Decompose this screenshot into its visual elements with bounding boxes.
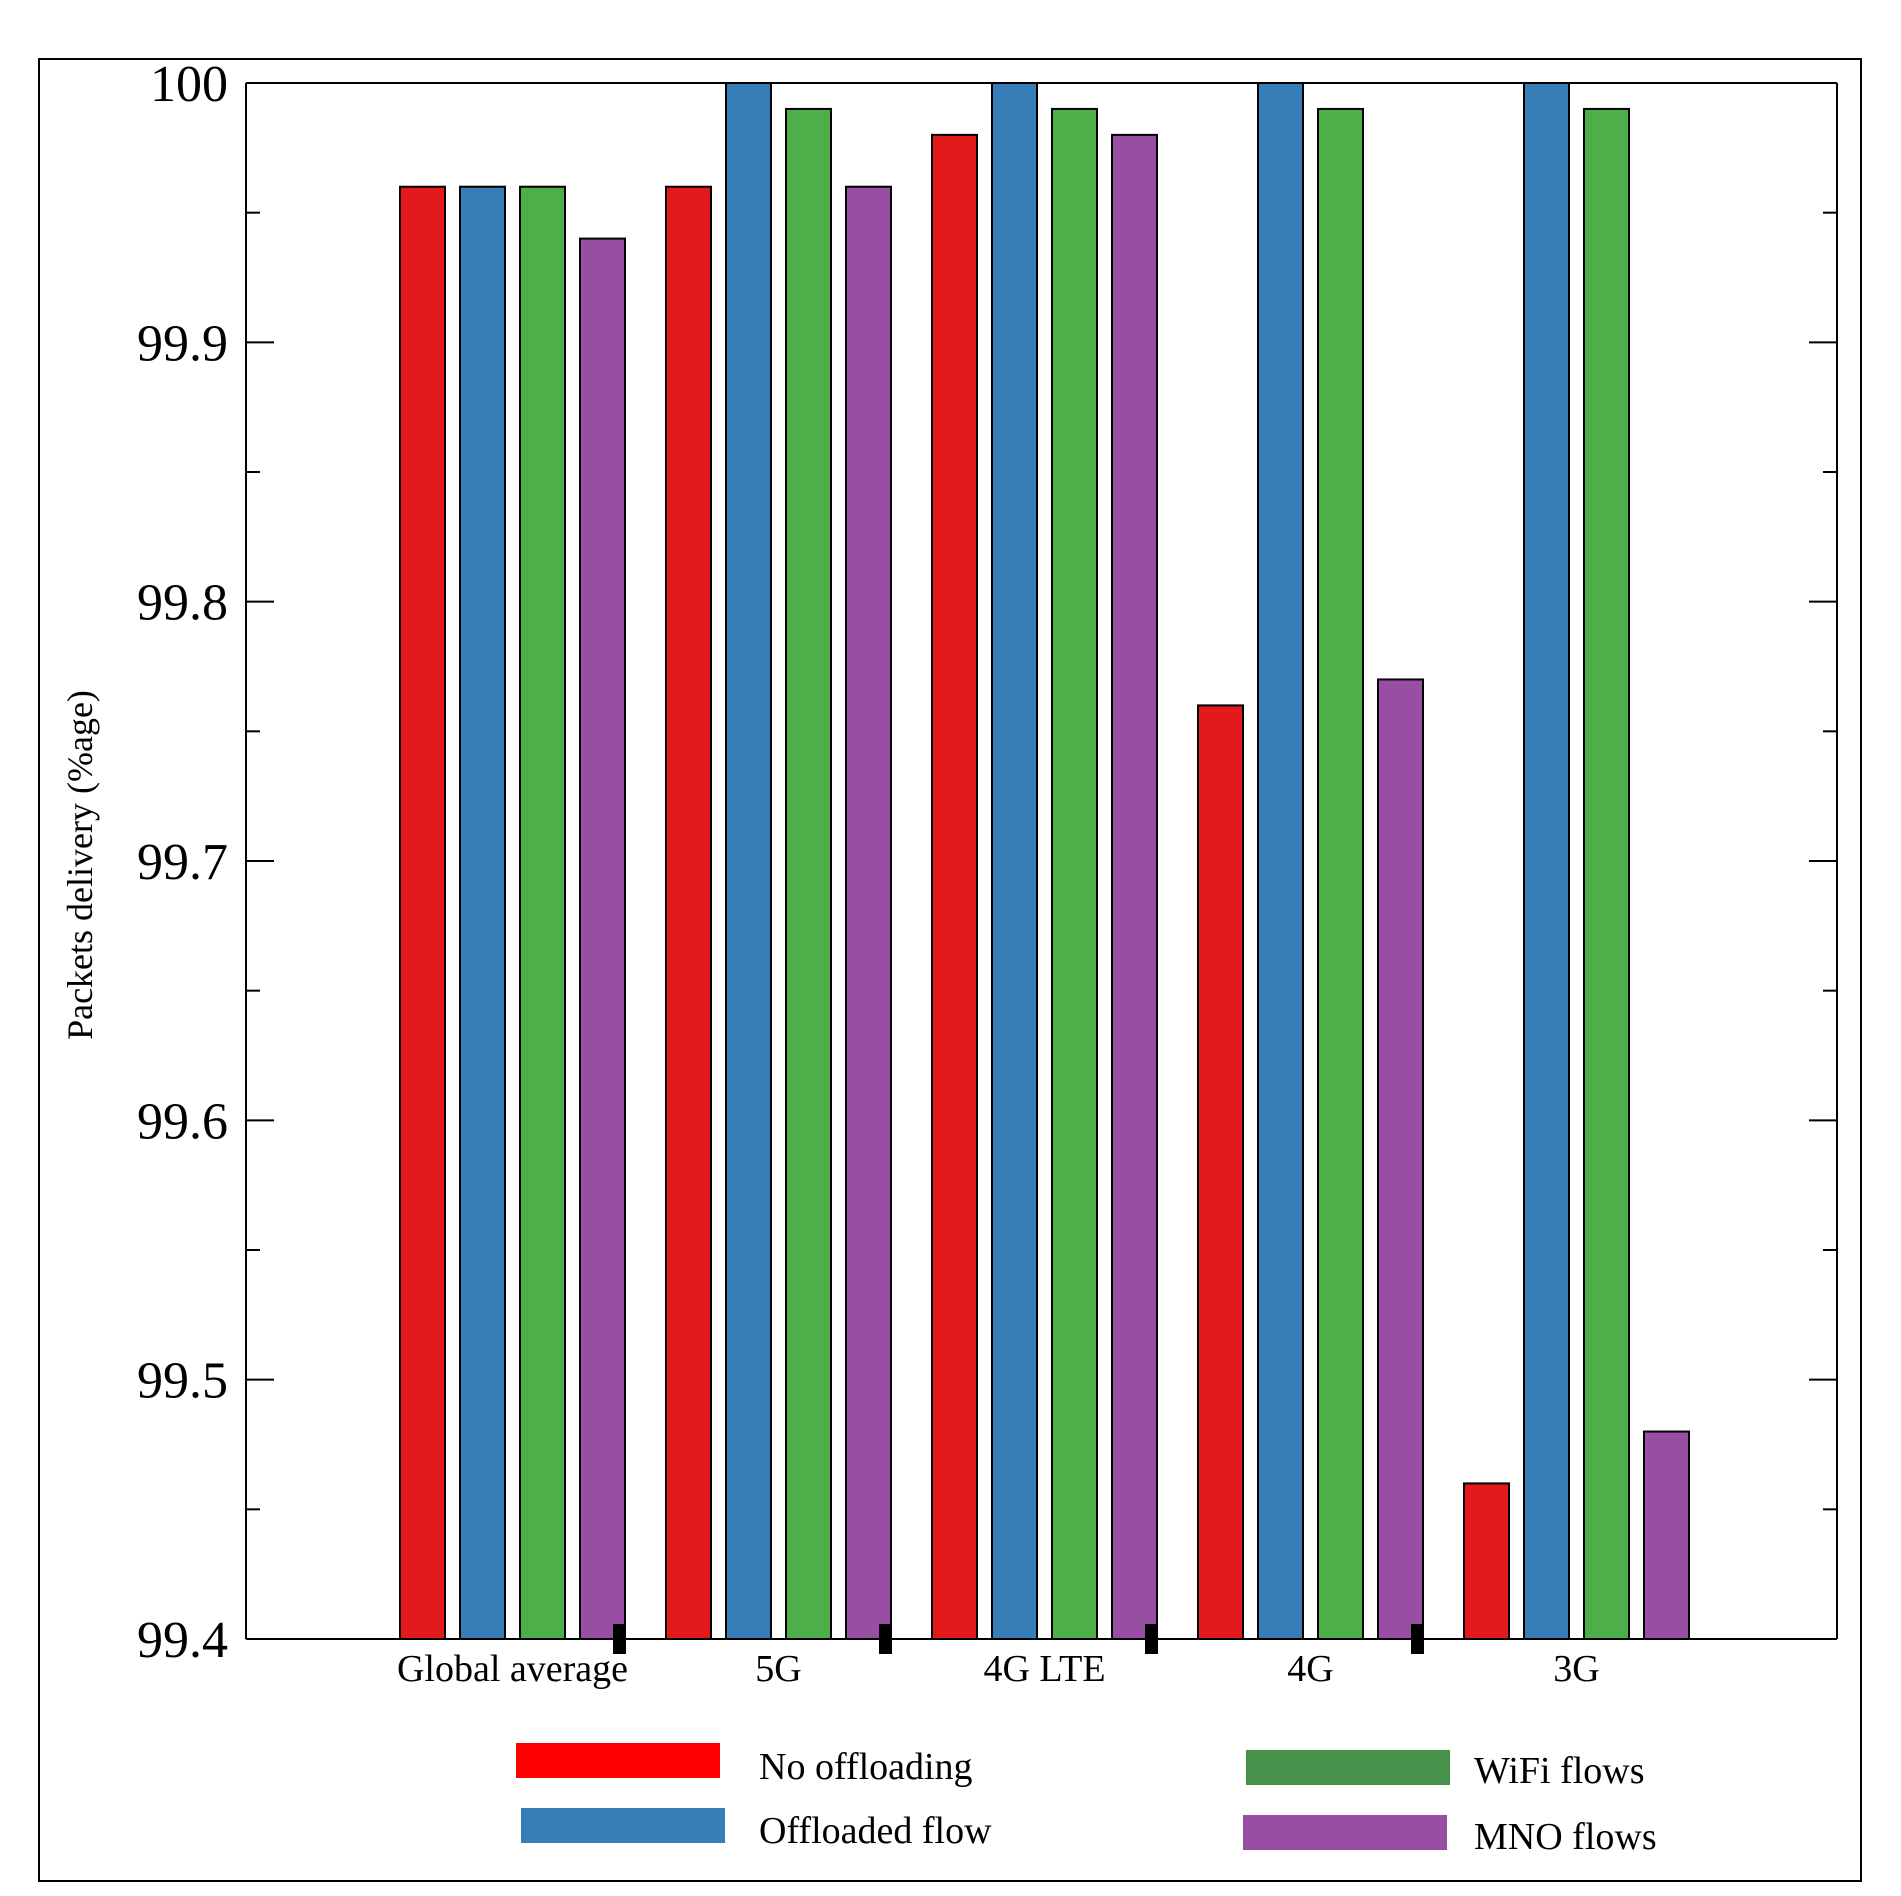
- y-tick-label-4: 99.8: [137, 575, 228, 632]
- legend-swatch-1: [521, 1808, 725, 1843]
- category-break-mark-3: [1145, 1624, 1158, 1654]
- bar-1-2: [991, 82, 1038, 1640]
- bar-0-1: [665, 185, 712, 1641]
- bar-2-2: [1051, 107, 1098, 1640]
- bars-group: [399, 82, 1690, 1641]
- legend-swatch-3: [1243, 1815, 1447, 1850]
- y-tick-label-1: 99.5: [137, 1353, 228, 1410]
- bar-3-1: [845, 185, 892, 1641]
- category-break-mark-1: [613, 1624, 626, 1654]
- bar-1-3: [1257, 82, 1304, 1640]
- bar-2-0: [519, 185, 566, 1641]
- legend-swatch-2: [1246, 1750, 1450, 1785]
- y-axis-tick-labels: 99.4 99.5 99.6 99.7 99.8 99.9 100: [137, 56, 228, 1669]
- legend-label-0: No offloading: [759, 1746, 973, 1788]
- category-break-marks: [613, 1624, 1424, 1654]
- bar-0-2: [931, 133, 978, 1640]
- x-tick-label-2: 4G LTE: [983, 1648, 1105, 1690]
- y-axis-ticks: [246, 82, 1837, 1640]
- legend-label-3: MNO flows: [1474, 1816, 1657, 1858]
- bar-3-3: [1377, 678, 1424, 1640]
- bar-0-4: [1463, 1482, 1510, 1641]
- legend: No offloading Offloaded flow WiFi flows MNO…: [516, 1743, 1657, 1858]
- x-tick-label-1: 5G: [755, 1648, 801, 1690]
- bar-1-1: [725, 82, 772, 1640]
- bar-2-4: [1583, 107, 1630, 1640]
- category-break-mark-2: [879, 1624, 892, 1654]
- bar-3-0: [579, 237, 626, 1641]
- x-tick-label-3: 4G: [1287, 1648, 1333, 1690]
- bar-0-0: [399, 185, 446, 1641]
- bar-3-4: [1643, 1430, 1690, 1640]
- y-axis-title: Packets delivery (%age): [60, 690, 100, 1040]
- bar-1-0: [459, 185, 506, 1641]
- legend-label-1: Offloaded flow: [759, 1810, 992, 1852]
- legend-swatch-0: [516, 1743, 720, 1778]
- y-tick-label-0: 99.4: [137, 1612, 228, 1669]
- bar-1-4: [1523, 82, 1570, 1640]
- legend-label-2: WiFi flows: [1474, 1750, 1645, 1792]
- y-tick-label-3: 99.7: [137, 834, 228, 891]
- y-tick-label-6: 100: [150, 56, 228, 113]
- bar-0-3: [1197, 704, 1244, 1640]
- category-break-mark-4: [1411, 1624, 1424, 1654]
- bar-2-3: [1317, 107, 1364, 1640]
- y-tick-label-5: 99.9: [137, 315, 228, 372]
- y-tick-label-2: 99.6: [137, 1093, 228, 1150]
- x-axis-category-labels: Global average 5G 4G LTE 4G 3G: [397, 1648, 1600, 1690]
- outer-frame: [38, 58, 1862, 1882]
- bar-2-1: [785, 107, 832, 1640]
- x-tick-label-0: Global average: [397, 1648, 628, 1690]
- x-tick-label-4: 3G: [1553, 1648, 1599, 1690]
- bar-3-2: [1111, 133, 1158, 1640]
